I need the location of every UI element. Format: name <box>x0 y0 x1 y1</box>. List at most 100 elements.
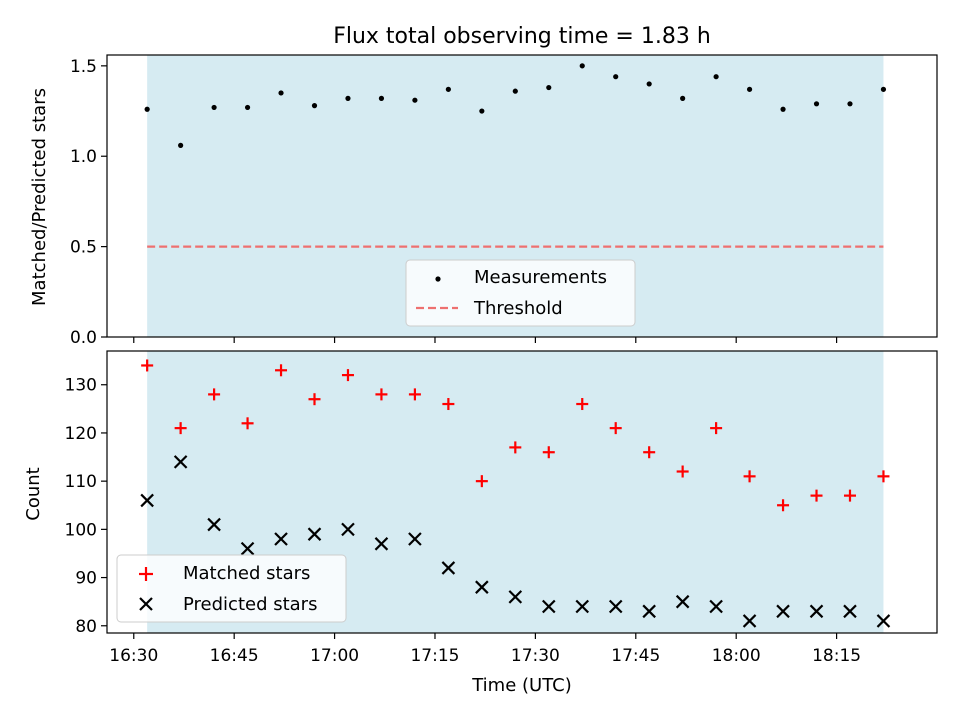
matched-star-point <box>208 388 221 401</box>
xtick-label: 17:30 <box>511 646 560 666</box>
xtick-label: 17:00 <box>310 646 359 666</box>
predicted-star-point <box>776 604 790 619</box>
predicted-star-point <box>709 599 723 614</box>
measurement-point <box>546 84 552 91</box>
top-legend-box <box>405 259 636 327</box>
bottom-panel: 80 90 100 110 120 130 16:30 16:45 17:00 17:15 17:… <box>23 350 938 696</box>
bottom-legend: Matched stars Predicted stars <box>116 554 347 623</box>
measurement-point <box>278 90 284 96</box>
predicted-star-point <box>341 522 355 537</box>
legend-measurements-label: Measurements <box>474 267 607 288</box>
predicted-star-point <box>140 493 154 508</box>
predicted-star-point <box>408 532 422 546</box>
measurement-point <box>178 142 184 148</box>
predicted-star-point <box>742 614 757 628</box>
measurements-points <box>144 63 887 148</box>
bottom-ytick-label: 80 <box>75 617 97 637</box>
predicted-star-point <box>475 580 489 594</box>
matched-star-point <box>576 398 589 411</box>
top-y-axis-label: Matched/Predicted stars <box>29 88 50 306</box>
predicted-star-point <box>441 561 456 575</box>
measurement-point <box>579 63 585 69</box>
measurement-point <box>780 106 786 112</box>
predicted-star-point <box>541 599 556 614</box>
matched-star-point <box>341 369 354 382</box>
legend-x-marker <box>139 597 153 611</box>
matched-star-point <box>743 470 756 483</box>
measurement-point <box>445 86 451 92</box>
matched-star-point <box>442 398 455 411</box>
legend-plus-marker <box>139 567 153 581</box>
matched-star-point <box>710 422 723 435</box>
legend-threshold-label: Threshold <box>473 298 563 319</box>
measurement-point <box>345 95 351 101</box>
chart-title: Flux total observing time = 1.83 h <box>333 24 711 49</box>
top-axes-frame <box>106 54 938 338</box>
predicted-star-point <box>274 532 288 546</box>
top-ytick-label: 0.0 <box>70 328 97 348</box>
bottom-y-axis-label: Count <box>23 467 44 520</box>
xtick-label: 18:00 <box>712 646 761 666</box>
matched-star-point <box>408 388 421 401</box>
matched-star-point <box>877 470 890 483</box>
legend-matched-label: Matched stars <box>183 563 310 584</box>
matched-star-point <box>308 393 321 406</box>
measurement-point <box>479 108 485 114</box>
predicted-star-point <box>843 604 857 619</box>
xtick-label: 16:45 <box>210 646 259 666</box>
top-ytick-label: 1.0 <box>70 147 97 167</box>
matched-star-point <box>777 499 790 512</box>
measurement-point <box>813 101 820 107</box>
measurement-point <box>680 95 686 101</box>
measurement-point <box>311 103 318 109</box>
predicted-star-point <box>374 537 389 551</box>
bottom-ytick-label: 110 <box>65 472 97 492</box>
measurement-point <box>211 104 217 111</box>
xtick-label: 16:30 <box>109 646 158 666</box>
bottom-ytick-label: 100 <box>65 520 97 540</box>
matched-star-point <box>810 489 823 502</box>
xtick-label: 18:15 <box>812 646 861 666</box>
matched-star-point <box>542 446 555 459</box>
measurement-point <box>646 81 652 87</box>
predicted-star-point <box>307 527 322 541</box>
bottom-y-ticks: 80 90 100 110 120 130 <box>65 376 107 637</box>
matched-star-point <box>676 465 689 478</box>
measurement-point <box>512 88 518 94</box>
measurement-point <box>412 97 418 103</box>
predicted-star-point <box>207 517 221 532</box>
matched-star-point <box>843 489 856 502</box>
top-ytick-label: 1.5 <box>70 57 97 77</box>
count-points <box>140 359 891 628</box>
legend-predicted-label: Predicted stars <box>183 594 317 615</box>
measurement-point <box>713 74 719 80</box>
bottom-ytick-label: 130 <box>65 376 97 396</box>
matched-star-point <box>241 417 254 430</box>
matched-star-point <box>643 446 656 459</box>
predicted-star-point <box>240 541 255 556</box>
matched-star-point <box>509 441 522 454</box>
bottom-ytick-label: 90 <box>75 569 97 589</box>
bottom-ytick-label: 120 <box>65 424 97 444</box>
bottom-axes-frame <box>106 350 938 634</box>
xtick-label: 17:45 <box>611 646 660 666</box>
measurement-point <box>244 104 251 111</box>
matched-star-point <box>609 422 622 435</box>
predicted-star-point <box>675 594 690 609</box>
matched-star-point <box>375 388 388 401</box>
bottom-legend-box <box>116 554 347 623</box>
matched-star-point <box>275 364 288 377</box>
predicted-star-point <box>809 604 824 619</box>
measurement-point <box>746 86 753 92</box>
predicted-star-point <box>575 599 590 614</box>
xtick-label: 17:15 <box>410 646 459 666</box>
top-legend: Measurements Threshold <box>405 259 636 327</box>
top-x-ticks <box>133 337 838 343</box>
predicted-star-point <box>173 455 188 469</box>
measurement-point <box>613 74 619 80</box>
top-y-ticks: 0.0 0.5 1.0 1.5 <box>70 57 107 348</box>
matched-star-point <box>141 359 154 372</box>
measurement-point <box>847 101 853 107</box>
measurement-point <box>880 86 887 92</box>
